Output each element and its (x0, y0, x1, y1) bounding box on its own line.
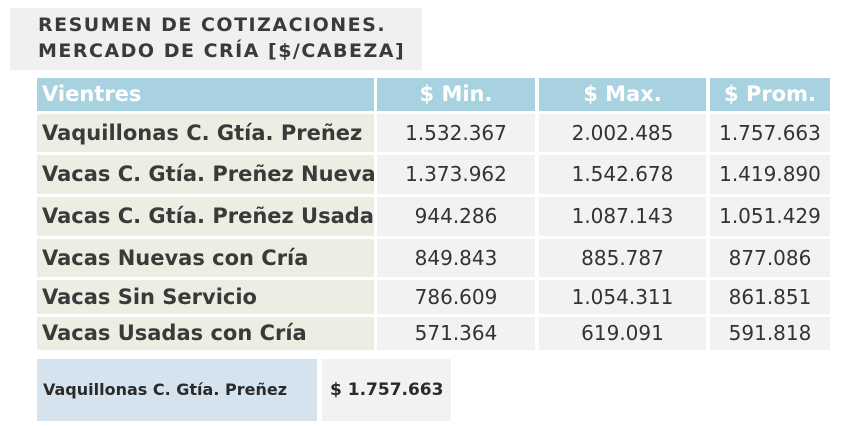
cell-prom: 1.757.663 (710, 114, 830, 152)
header-min: $ Min. (377, 78, 535, 111)
cell-prom: 861.851 (710, 280, 830, 314)
cell-max: 1.054.311 (539, 280, 706, 314)
title-box (10, 8, 422, 70)
cell-max: 619.091 (539, 317, 706, 350)
row-label: Vacas Nuevas con Cría (37, 239, 374, 277)
cell-prom: 877.086 (710, 239, 830, 277)
title-line-1: RESUMEN DE COTIZACIONES. (38, 14, 387, 36)
cell-prom: 1.051.429 (710, 197, 830, 236)
cell-max: 885.787 (539, 239, 706, 277)
cell-max: 1.542.678 (539, 155, 706, 194)
cell-prom: 591.818 (710, 317, 830, 350)
cell-min: 786.609 (377, 280, 535, 314)
row-label: Vacas Sin Servicio (37, 280, 374, 314)
cell-min: 571.364 (377, 317, 535, 350)
row-label: Vacas C. Gtía. Preñez Nueva (37, 155, 374, 194)
header-vientres: Vientres (37, 78, 374, 111)
cell-max: 1.087.143 (539, 197, 706, 236)
cell-prom: 1.419.890 (710, 155, 830, 194)
cell-max: 2.002.485 (539, 114, 706, 152)
row-label: Vacas Usadas con Cría (37, 317, 374, 350)
highlight-label: Vaquillonas C. Gtía. Preñez (37, 359, 317, 421)
cell-min: 944.286 (377, 197, 535, 236)
header-prom: $ Prom. (710, 78, 830, 111)
cell-min: 1.373.962 (377, 155, 535, 194)
row-label: Vacas C. Gtía. Preñez Usada (37, 197, 374, 236)
cell-min: 1.532.367 (377, 114, 535, 152)
title-line-2: MERCADO DE CRÍA [$/CABEZA] (38, 40, 406, 62)
cell-min: 849.843 (377, 239, 535, 277)
header-max: $ Max. (539, 78, 706, 111)
highlight-value: $ 1.757.663 (322, 359, 451, 421)
row-label: Vaquillonas C. Gtía. Preñez (37, 114, 374, 152)
